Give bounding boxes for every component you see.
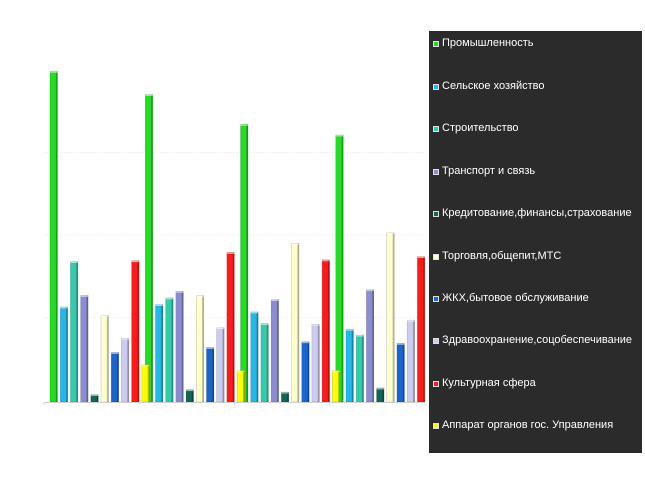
bar-series-10-cat-1 bbox=[141, 364, 150, 403]
legend-label-7: ЖКХ,бытовое обслуживание bbox=[442, 292, 589, 304]
legend-swatch-1 bbox=[433, 41, 439, 47]
bar-series-9-cat-4 bbox=[417, 256, 426, 403]
bar-series-1-cat-3 bbox=[240, 123, 249, 403]
legend-item-3: Строительство bbox=[433, 121, 639, 135]
legend-item-5: Кредитование,финансы,страхование bbox=[433, 206, 639, 220]
bar-series-5-cat-3 bbox=[281, 391, 290, 403]
bar-series-5-cat-1 bbox=[90, 394, 99, 403]
bar-series-8-cat-2 bbox=[216, 327, 225, 403]
legend-item-6: Торговля,общепит,МТС bbox=[433, 249, 639, 263]
bar-series-1-cat-4 bbox=[335, 134, 344, 403]
bar-series-2-cat-4 bbox=[345, 329, 354, 403]
legend-swatch-10 bbox=[433, 423, 439, 429]
legend-label-9: Культурная сфера bbox=[442, 377, 536, 389]
legend-item-4: Транспорт и связь bbox=[433, 164, 639, 178]
bar-series-9-cat-3 bbox=[321, 259, 330, 403]
legend-label-5: Кредитование,финансы,страхование bbox=[442, 207, 632, 219]
legend-label-1: Промышленность bbox=[442, 37, 534, 49]
chart-plot bbox=[43, 71, 436, 405]
legend-swatch-4 bbox=[433, 169, 439, 175]
legend-item-9: Культурная сфера bbox=[433, 376, 639, 390]
bar-series-6-cat-3 bbox=[291, 243, 300, 403]
legend-label-8: Здравоохранение,соцобеспечивание bbox=[442, 334, 633, 346]
legend-swatch-5 bbox=[433, 211, 439, 217]
legend-swatch-6 bbox=[433, 254, 439, 260]
bar-series-3-cat-1 bbox=[70, 261, 79, 403]
bar-series-7-cat-3 bbox=[301, 341, 310, 403]
bar-series-6-cat-2 bbox=[196, 295, 204, 403]
bar-series-5-cat-2 bbox=[185, 389, 194, 403]
bar-series-7-cat-1 bbox=[110, 352, 119, 403]
legend-swatch-8 bbox=[433, 338, 439, 344]
legend-swatch-2 bbox=[433, 84, 439, 90]
bar-series-8-cat-3 bbox=[311, 324, 320, 403]
bar-series-9-cat-1 bbox=[131, 260, 140, 403]
bar-series-4-cat-4 bbox=[366, 289, 375, 403]
bar-series-10-cat-2 bbox=[236, 370, 245, 403]
legend-item-1: Промышленность bbox=[433, 36, 639, 50]
bar-series-2-cat-1 bbox=[59, 306, 68, 403]
legend-item-10: Аппарат органов гос. Управления bbox=[433, 418, 639, 432]
legend-item-7: ЖКХ,бытовое обслуживание bbox=[433, 291, 639, 305]
bar-series-10-cat-3 bbox=[332, 370, 341, 403]
legend-swatch-9 bbox=[433, 381, 439, 387]
legend-swatch-7 bbox=[433, 296, 439, 302]
bar-series-3-cat-4 bbox=[355, 334, 364, 403]
legend-item-8: Здравоохранение,соцобеспечивание bbox=[433, 333, 639, 347]
legend-label-2: Сельское хозяйство bbox=[442, 80, 545, 92]
axes bbox=[43, 402, 426, 405]
bar-series-7-cat-4 bbox=[396, 343, 405, 403]
bar-series-1-cat-2 bbox=[145, 94, 153, 403]
bar-series-4-cat-1 bbox=[80, 295, 89, 403]
bar-series-5-cat-4 bbox=[376, 387, 385, 403]
bar-series-7-cat-2 bbox=[206, 347, 215, 403]
chart-area bbox=[43, 71, 436, 405]
legend-label-4: Транспорт и связь bbox=[442, 165, 536, 177]
legend-label-3: Строительство bbox=[442, 122, 519, 134]
bar-series-3-cat-3 bbox=[260, 323, 269, 403]
legend: Промышленность Сельское хозяйство Строител… bbox=[429, 31, 642, 453]
legend-label-6: Торговля,общепит,МТС bbox=[442, 250, 562, 262]
bar-series-4-cat-2 bbox=[175, 290, 184, 403]
bar-series-8-cat-4 bbox=[406, 319, 415, 403]
bar-series-2-cat-3 bbox=[250, 311, 259, 403]
legend-label-10: Аппарат органов гос. Управления bbox=[442, 419, 614, 431]
bar-series-6-cat-1 bbox=[100, 314, 109, 403]
legend-swatch-3 bbox=[433, 126, 439, 132]
bars bbox=[49, 71, 436, 403]
bar-series-2-cat-2 bbox=[155, 304, 164, 403]
bar-series-8-cat-1 bbox=[121, 338, 130, 403]
bar-series-9-cat-2 bbox=[226, 252, 235, 403]
bar-series-1-cat-1 bbox=[49, 71, 58, 403]
legend-item-2: Сельское хозяйство bbox=[433, 79, 639, 93]
bar-series-3-cat-2 bbox=[165, 297, 174, 403]
bar-series-4-cat-3 bbox=[270, 299, 279, 403]
bar-series-6-cat-4 bbox=[386, 232, 395, 403]
